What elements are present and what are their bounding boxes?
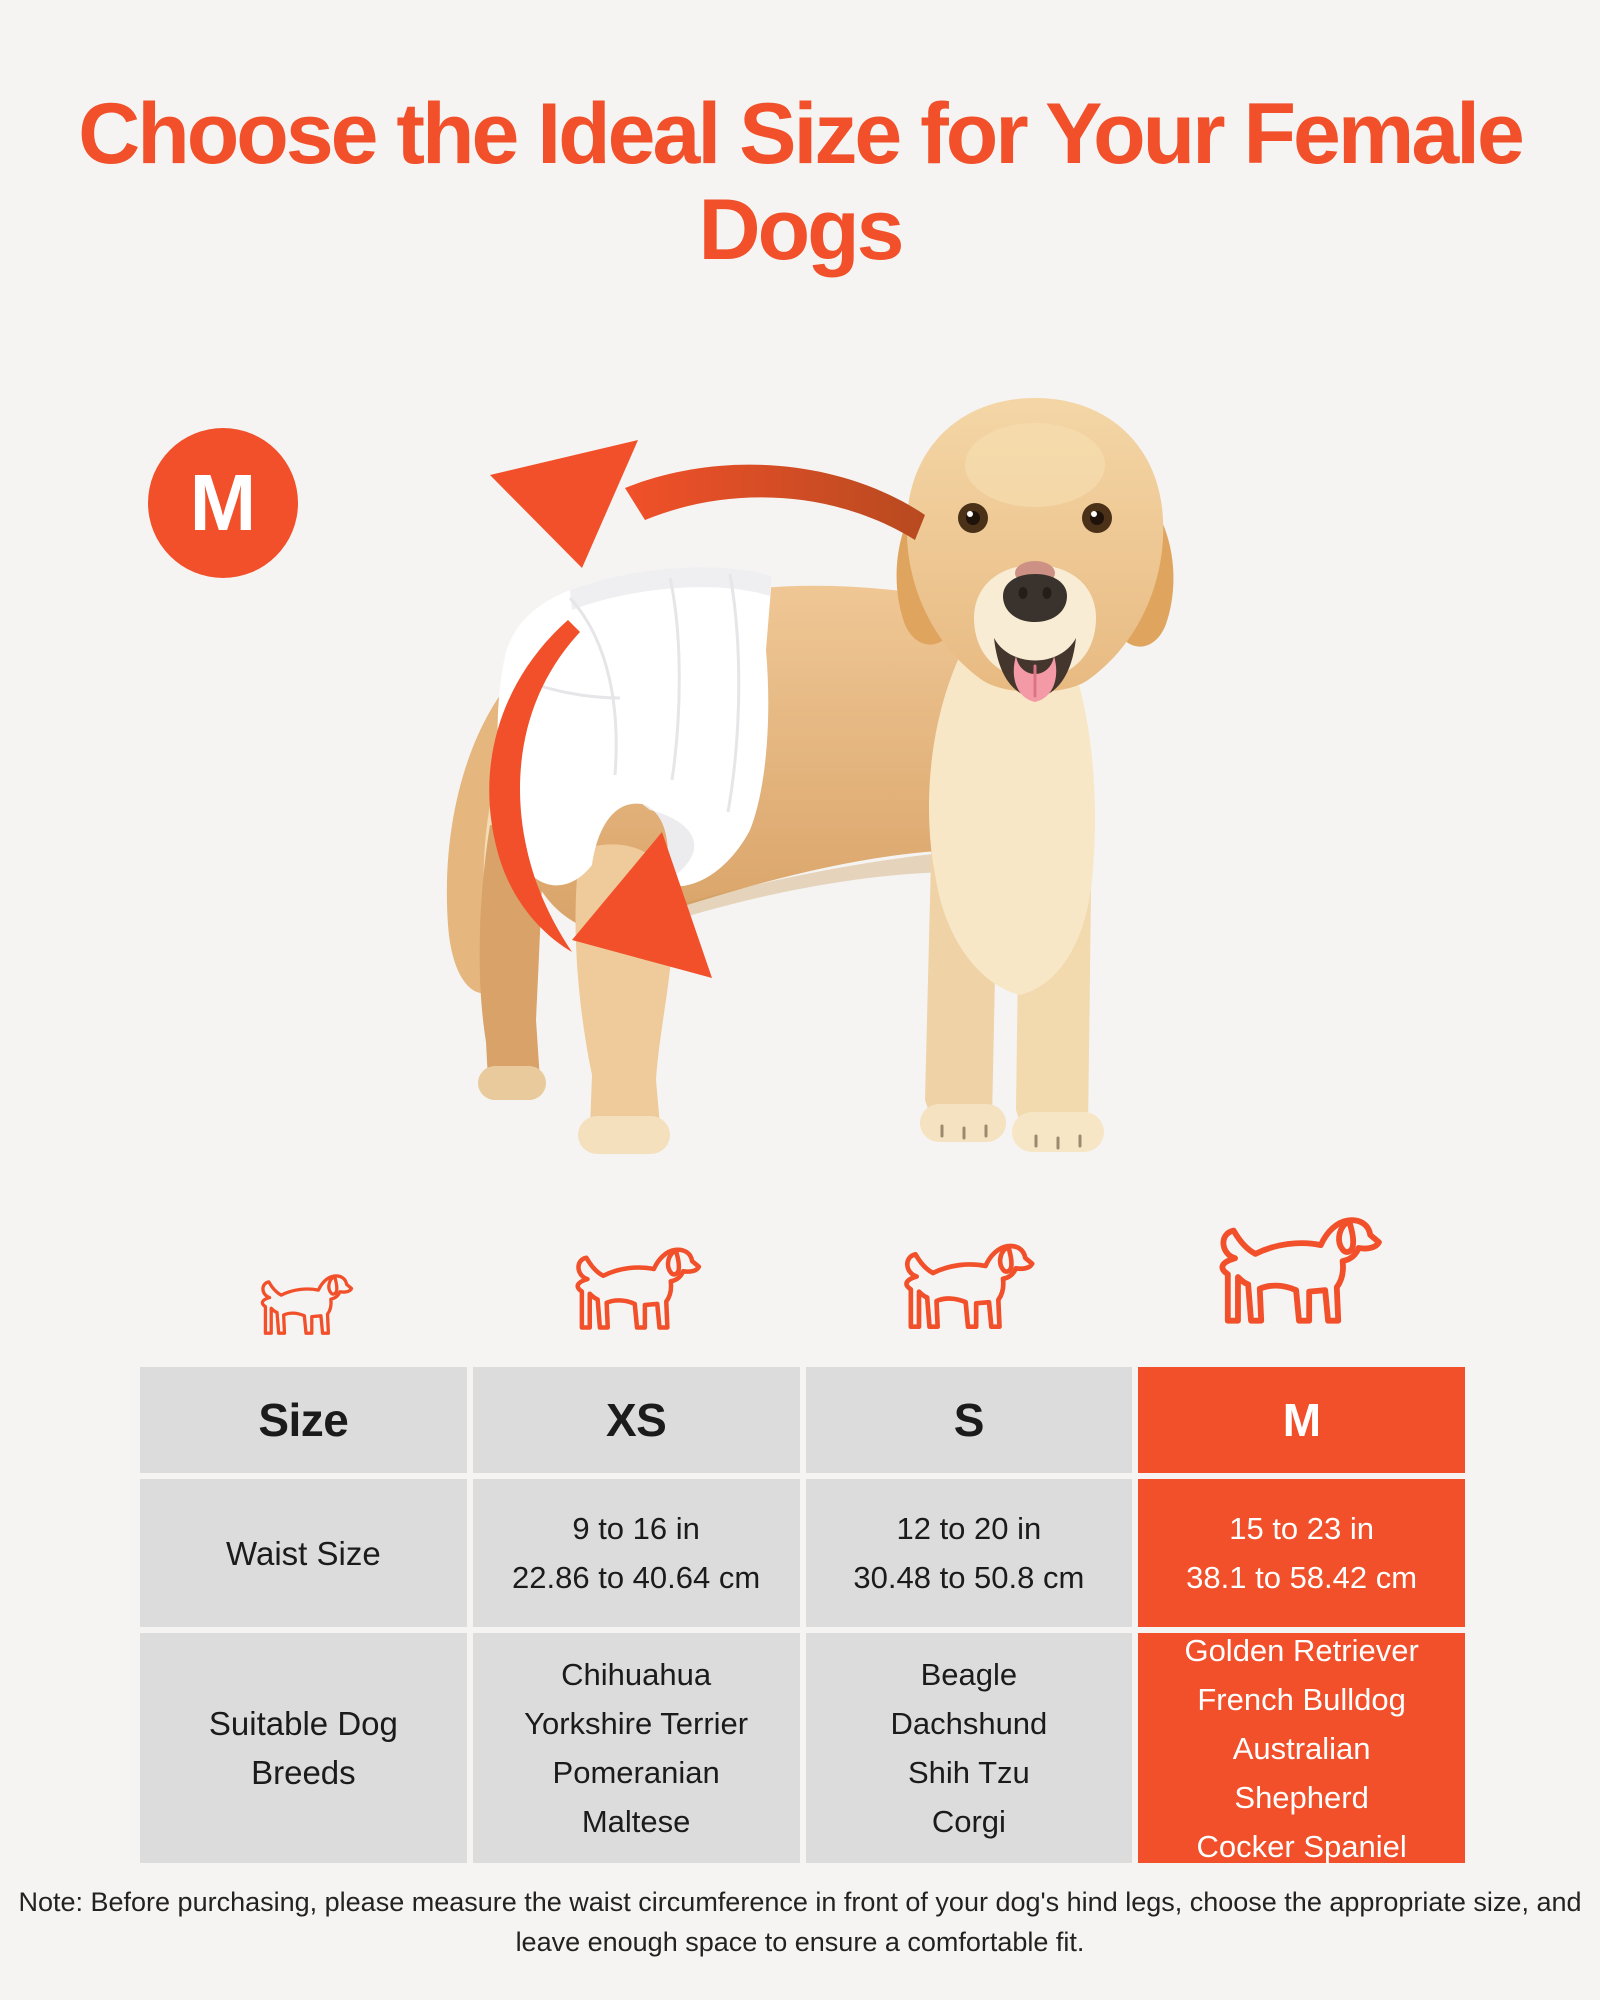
title-line-2: Your Female Dogs [698, 86, 1525, 278]
size-column-icon-s [803, 1238, 1134, 1350]
dog-head [906, 398, 1164, 702]
waist-size-label: Waist Size [226, 1534, 381, 1572]
size-m-badge: M [148, 428, 298, 578]
waist-s-inches: 12 to 20 in [896, 1511, 1042, 1546]
dog-outline-large-icon [1206, 1210, 1392, 1350]
header-cell-m-highlighted: M [1138, 1367, 1465, 1473]
dog-size-icons-row [140, 1200, 1465, 1350]
waist-cell-s: 12 to 20 in 30.48 to 50.8 cm [805, 1479, 1133, 1627]
breed-item: Corgi [931, 1804, 1006, 1839]
breed-item: Shih Tzu [907, 1755, 1030, 1790]
dog-chest-ruff [928, 645, 1095, 995]
size-table: Size XS S M Waist Size 9 to 16 in 22.86 … [140, 1367, 1465, 1864]
dog-outline-xsmall-icon [253, 1270, 359, 1350]
breed-item: Beagle [920, 1657, 1018, 1692]
waist-cell-xs: 9 to 16 in 22.86 to 40.64 cm [472, 1479, 800, 1627]
breeds-cell-xs: Chihuahua Yorkshire Terrier Pomeranian M… [472, 1633, 800, 1863]
note-line-2: and leave enough space to ensure a comfo… [515, 1887, 1582, 1957]
header-cell-xs: XS [472, 1367, 800, 1473]
rotation-arrow-icon [489, 440, 925, 978]
header-cell-size: Size [140, 1367, 467, 1473]
row-label-suitable-breeds: Suitable Dog Breeds [140, 1633, 467, 1863]
breed-item: Maltese [581, 1804, 691, 1839]
dog-outline-small-icon [565, 1242, 709, 1350]
header-label-s: S [953, 1394, 985, 1446]
dog-belly-shading [605, 851, 960, 940]
breeds-cell-m-highlighted: Golden Retriever French Bulldog Australi… [1138, 1633, 1465, 1864]
breed-item: Dachshund [890, 1706, 1048, 1741]
dog-outline-medium-icon [893, 1238, 1043, 1350]
size-column-icon-m [1134, 1210, 1465, 1350]
dog-claws [940, 1124, 1082, 1150]
waist-xs-cm: 22.86 to 40.64 cm [512, 1560, 761, 1595]
breeds-cell-s: Beagle Dachshund Shih Tzu Corgi [805, 1633, 1133, 1863]
dog-eyes [958, 503, 1112, 533]
waist-m-inches: 15 to 23 in [1229, 1511, 1375, 1546]
dog-far-hind-paw [478, 1066, 546, 1100]
size-column-icon-size [140, 1270, 471, 1350]
note-text: Note: Before purchasing, please measure … [0, 1882, 1600, 1962]
waist-s-cm: 30.48 to 50.8 cm [853, 1560, 1085, 1595]
row-label-waist-size: Waist Size [140, 1479, 467, 1627]
waist-xs-inches: 9 to 16 in [572, 1511, 700, 1546]
page-title: Choose the Ideal Size for Your Female Do… [0, 86, 1600, 278]
breed-item: Cocker Spaniel [1196, 1828, 1407, 1864]
breed-item: Australian Shepherd [1232, 1730, 1371, 1815]
breed-item: Pomeranian [552, 1755, 720, 1790]
header-label-size: Size [258, 1394, 349, 1446]
title-line-1: Choose the Ideal Size for [78, 86, 1029, 182]
dog-nose [1003, 574, 1067, 622]
breed-item: Golden Retriever [1184, 1632, 1419, 1668]
dog-photo [420, 380, 1200, 1200]
size-m-badge-label: M [189, 458, 257, 547]
breed-item: Chihuahua [561, 1657, 712, 1692]
waist-cell-m-highlighted: 15 to 23 in 38.1 to 58.42 cm [1138, 1479, 1465, 1627]
waist-m-cm: 38.1 to 58.42 cm [1186, 1560, 1418, 1595]
dog-hind-paw [578, 1116, 670, 1154]
note-line-1: Note: Before purchasing, please measure … [18, 1887, 1529, 1917]
breed-item: French Bulldog [1197, 1681, 1406, 1717]
header-label-xs: XS [605, 1394, 667, 1446]
header-cell-s: S [805, 1367, 1133, 1473]
suitable-breeds-label: Suitable Dog Breeds [208, 1705, 398, 1791]
header-label-m: M [1282, 1394, 1321, 1446]
golden-retriever-illustration [446, 398, 1174, 1154]
size-column-icon-xs [471, 1242, 802, 1350]
breed-item: Yorkshire Terrier [524, 1706, 749, 1741]
